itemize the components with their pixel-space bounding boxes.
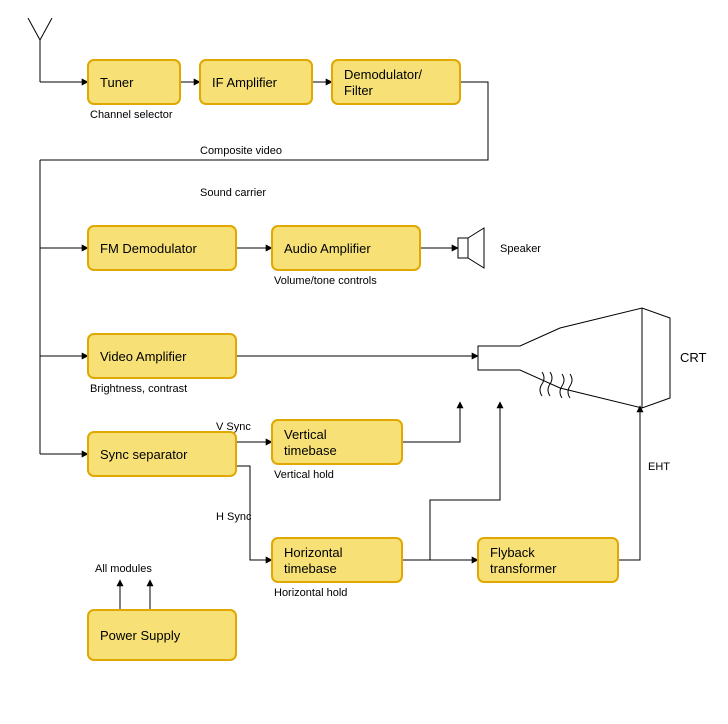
block-label: Tuner xyxy=(100,75,134,90)
block-label: Audio Amplifier xyxy=(284,241,371,256)
block-label: FM Demodulator xyxy=(100,241,197,256)
block-caption: Volume/tone controls xyxy=(274,275,377,287)
wire-vtb-crt xyxy=(402,402,460,442)
wire-htb-crt xyxy=(430,402,500,560)
block-label-2: timebase xyxy=(284,443,337,458)
block-audioamp: Audio Amplifier Volume/tone controls xyxy=(272,226,420,287)
block-label: Power Supply xyxy=(100,628,181,643)
block-psu: Power Supply xyxy=(88,610,236,660)
block-label: Demodulator/ xyxy=(344,67,422,82)
block-caption: Horizontal hold xyxy=(274,587,347,599)
label-allmodules: All modules xyxy=(95,563,152,575)
block-label: Horizontal xyxy=(284,545,343,560)
block-flyback: Flybacktransformer xyxy=(478,538,618,582)
crt-icon xyxy=(478,308,670,408)
block-label: Vertical xyxy=(284,427,327,442)
block-label: Video Amplifier xyxy=(100,349,187,364)
block-vtb: Verticaltimebase Vertical hold xyxy=(272,420,402,481)
block-htb: Horizontaltimebase Horizontal hold xyxy=(272,538,402,599)
block-label-2: transformer xyxy=(490,561,557,576)
wire-flyback-eht xyxy=(618,406,640,560)
block-ifamp: IF Amplifier xyxy=(200,60,312,104)
block-demod: Demodulator/Filter xyxy=(332,60,460,104)
block-label: Flyback xyxy=(490,545,535,560)
block-caption: Brightness, contrast xyxy=(90,383,187,395)
label-composite: Composite video xyxy=(200,145,282,157)
label-speaker: Speaker xyxy=(500,243,541,255)
block-tuner: Tuner Channel selector xyxy=(88,60,180,121)
block-caption: Channel selector xyxy=(90,109,173,121)
block-label-2: timebase xyxy=(284,561,337,576)
speaker-icon xyxy=(458,228,484,268)
label-hsync: H Sync xyxy=(216,511,252,523)
antenna-icon xyxy=(28,18,52,82)
block-label-2: Filter xyxy=(344,83,374,98)
block-caption: Vertical hold xyxy=(274,469,334,481)
label-soundcarrier: Sound carrier xyxy=(200,187,266,199)
block-label: Sync separator xyxy=(100,447,188,462)
label-eht: EHT xyxy=(648,461,670,473)
label-crt: CRT xyxy=(680,350,707,365)
block-fmdemod: FM Demodulator xyxy=(88,226,236,270)
block-label: IF Amplifier xyxy=(212,75,278,90)
block-syncsep: Sync separator xyxy=(88,432,236,476)
block-videoamp: Video Amplifier Brightness, contrast xyxy=(88,334,236,395)
